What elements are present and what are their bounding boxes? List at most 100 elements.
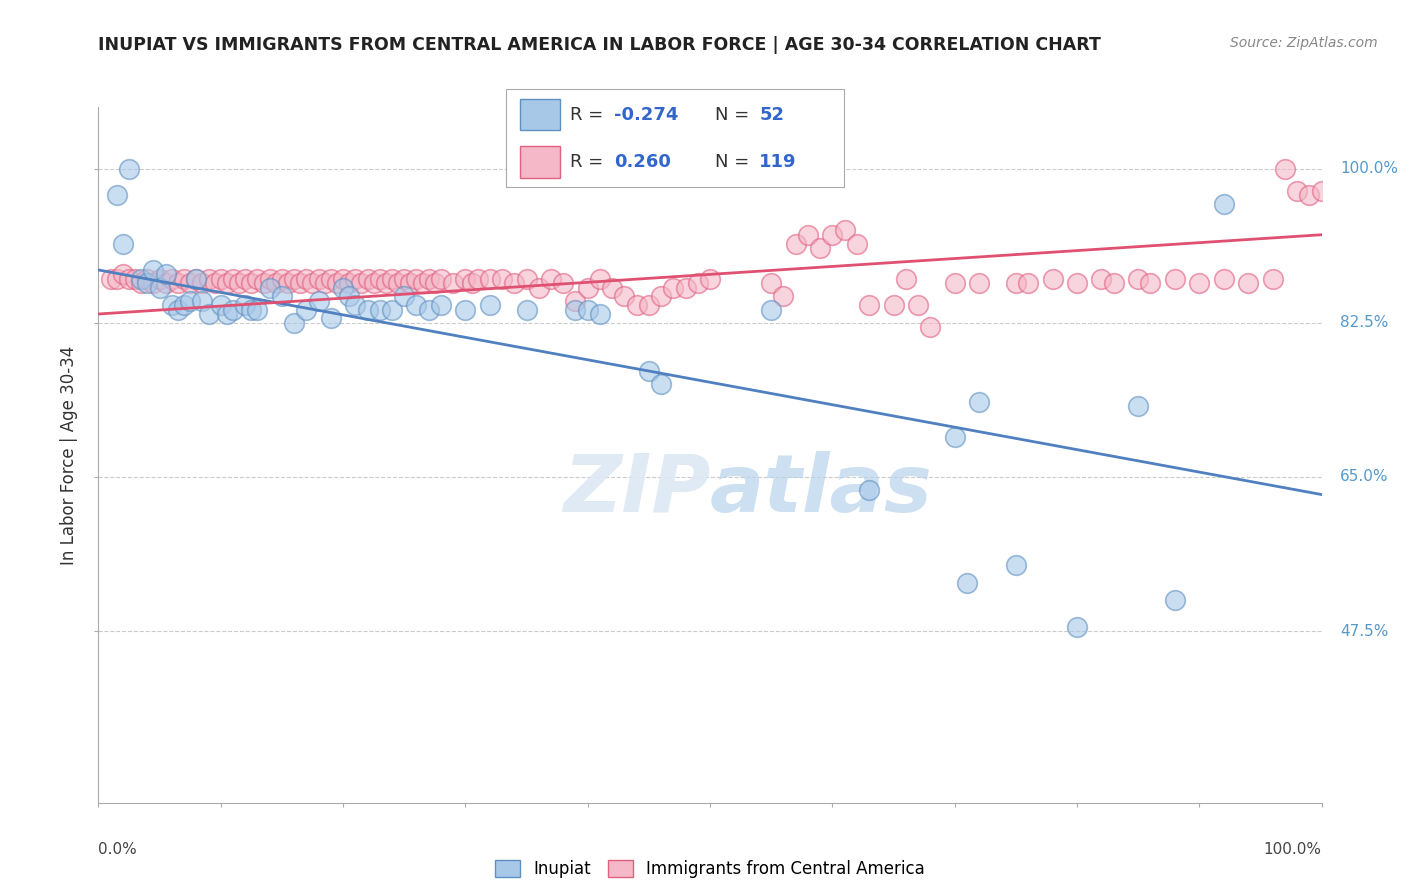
Point <box>454 272 477 286</box>
Point <box>478 298 501 312</box>
Point <box>186 272 208 286</box>
Point <box>600 280 623 294</box>
Point <box>1004 558 1026 572</box>
Point <box>1042 272 1064 286</box>
Point <box>222 302 245 317</box>
Point <box>240 302 263 317</box>
Point <box>105 188 128 202</box>
Text: 65.0%: 65.0% <box>1340 469 1389 484</box>
Point <box>308 272 330 286</box>
Point <box>381 302 404 317</box>
Point <box>350 276 373 290</box>
Text: 100.0%: 100.0% <box>1264 842 1322 857</box>
Point <box>209 298 232 312</box>
Point <box>167 276 190 290</box>
Point <box>772 289 794 303</box>
Text: -0.274: -0.274 <box>614 106 679 124</box>
Point <box>967 395 990 409</box>
Point <box>589 307 612 321</box>
Point <box>1004 276 1026 290</box>
Point <box>1212 272 1234 286</box>
Point <box>155 268 177 282</box>
Point <box>405 298 427 312</box>
Point <box>845 236 868 251</box>
Point <box>576 280 599 294</box>
Text: R =: R = <box>571 106 609 124</box>
Point <box>363 276 385 290</box>
Point <box>686 276 709 290</box>
Text: 100.0%: 100.0% <box>1340 161 1398 177</box>
Text: 52: 52 <box>759 106 785 124</box>
Point <box>295 272 318 286</box>
Point <box>1310 184 1333 198</box>
Point <box>761 276 783 290</box>
Point <box>797 227 820 242</box>
Point <box>233 298 256 312</box>
Point <box>228 276 250 290</box>
Point <box>540 272 562 286</box>
Point <box>1066 620 1088 634</box>
Point <box>423 276 446 290</box>
Point <box>467 272 489 286</box>
Point <box>319 311 342 326</box>
Text: N =: N = <box>716 106 755 124</box>
Point <box>259 272 281 286</box>
Point <box>337 289 360 303</box>
Point <box>290 276 312 290</box>
Point <box>319 272 342 286</box>
Point <box>785 236 807 251</box>
Point <box>246 302 269 317</box>
Point <box>222 272 245 286</box>
Point <box>105 272 128 286</box>
Point <box>516 302 538 317</box>
Point <box>808 241 831 255</box>
Point <box>553 276 575 290</box>
Point <box>100 272 122 286</box>
Point <box>173 298 195 312</box>
Point <box>111 268 134 282</box>
Point <box>142 263 165 277</box>
Point <box>1286 184 1309 198</box>
Text: 0.0%: 0.0% <box>98 842 138 857</box>
Point <box>1017 276 1039 290</box>
Point <box>858 298 880 312</box>
Point <box>118 272 141 286</box>
Point <box>430 272 453 286</box>
Point <box>920 320 942 334</box>
Point <box>283 316 305 330</box>
Point <box>283 272 305 286</box>
Point <box>943 276 966 290</box>
Point <box>430 298 453 312</box>
Point <box>527 280 550 294</box>
Text: 47.5%: 47.5% <box>1340 624 1388 639</box>
Point <box>503 276 526 290</box>
Point <box>308 293 330 308</box>
Point <box>1128 400 1150 414</box>
Text: INUPIAT VS IMMIGRANTS FROM CENTRAL AMERICA IN LABOR FORCE | AGE 30-34 CORRELATIO: INUPIAT VS IMMIGRANTS FROM CENTRAL AMERI… <box>98 36 1101 54</box>
Point <box>564 302 586 317</box>
Point <box>204 276 226 290</box>
Text: N =: N = <box>716 153 755 170</box>
Point <box>1237 276 1260 290</box>
Point <box>1090 272 1112 286</box>
Y-axis label: In Labor Force | Age 30-34: In Labor Force | Age 30-34 <box>60 345 79 565</box>
Point <box>332 272 354 286</box>
Point <box>516 272 538 286</box>
Point <box>1274 161 1296 176</box>
Point <box>270 272 294 286</box>
Point <box>252 276 274 290</box>
Point <box>967 276 990 290</box>
Legend: Inupiat, Immigrants from Central America: Inupiat, Immigrants from Central America <box>488 854 932 885</box>
Point <box>155 276 177 290</box>
Point <box>1128 272 1150 286</box>
Text: atlas: atlas <box>710 450 932 529</box>
Point <box>675 280 697 294</box>
Text: R =: R = <box>571 153 609 170</box>
Point <box>368 272 391 286</box>
Point <box>405 272 427 286</box>
Point <box>1164 272 1187 286</box>
Point <box>956 575 979 590</box>
Point <box>821 227 844 242</box>
Point <box>392 289 416 303</box>
Point <box>883 298 905 312</box>
